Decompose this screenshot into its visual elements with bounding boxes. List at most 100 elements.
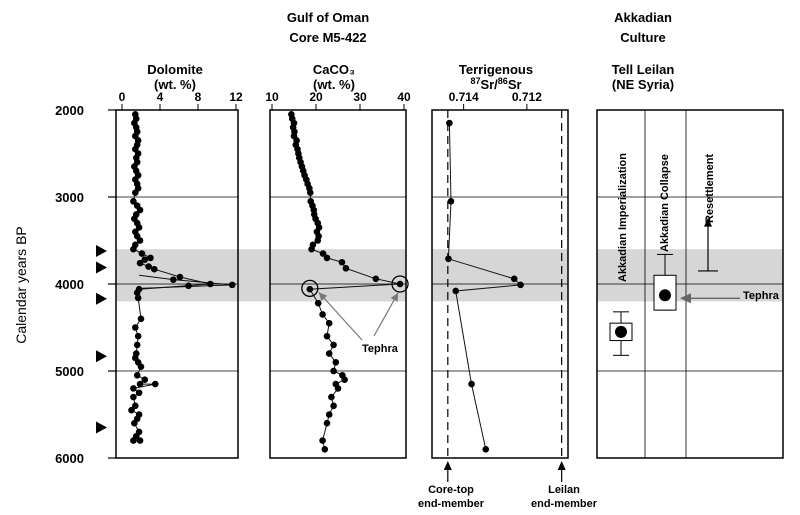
caco3-data-point (323, 254, 331, 262)
caco3-data-point (328, 393, 335, 401)
dolomite-data-point (135, 389, 143, 397)
dolomite-data-point (132, 324, 139, 331)
strontium-series-line (447, 122, 522, 450)
culture-site-subtitle: (NE Syria) (612, 77, 674, 92)
shaded-band-gap (238, 249, 270, 302)
event-center-dot (659, 289, 671, 302)
caco3-data-point (323, 332, 331, 340)
dolomite-data-point (136, 437, 144, 444)
caco3-data-point (330, 402, 337, 410)
caco3-x-tick-label: 20 (309, 90, 323, 104)
caco3-x-tick-label: 30 (353, 90, 367, 104)
dolomite-x-tick-label: 8 (195, 90, 202, 104)
caco3-panel-frame (269, 109, 407, 459)
caco3-data-point (314, 299, 322, 307)
leilan-label-2: end-member (531, 498, 598, 510)
caco3-data-point (321, 446, 329, 453)
dolomite-data-point (130, 393, 137, 401)
caco3-data-point (319, 311, 326, 318)
dolomite-data-point (170, 276, 177, 283)
strontium-data-point (446, 119, 453, 127)
culture-title-line2: Culture (620, 30, 666, 45)
tephra-circle (301, 279, 319, 298)
strontium-x-tick-label: 0.714 (449, 90, 479, 104)
dolomite-data-point (151, 265, 158, 273)
caco3-data-point (306, 189, 314, 196)
tephra-arrow-head (390, 293, 399, 302)
caco3-data-point (341, 376, 348, 384)
strontium-ratio-label: 87Sr/86Sr (470, 76, 521, 92)
y-tick-label: 6000 (55, 451, 84, 466)
caco3-data-point (319, 250, 327, 257)
dolomite-title: Dolomite (147, 62, 203, 77)
strontium-data-point (447, 198, 455, 205)
dolomite-data-point (141, 256, 149, 263)
y-tick-label: 4000 (55, 277, 84, 292)
core-top-label-2: end-member (418, 498, 485, 510)
dolomite-data-point (136, 237, 144, 244)
dolomite-data-point (130, 245, 137, 253)
site-title-line2: Core M5-422 (289, 30, 366, 45)
strontium-panel-frame (431, 109, 569, 459)
core-top-label-1: Core-top (428, 484, 474, 496)
site-title-line1: Gulf of Oman (287, 10, 369, 25)
dolomite-data-point (185, 282, 192, 290)
caco3-data-point (319, 437, 326, 444)
dolomite-data-point (133, 289, 141, 297)
dolomite-data-point (134, 294, 142, 302)
dolomite-data-point (137, 315, 145, 323)
strontium-title: Terrigenous (459, 62, 533, 77)
dolomite-data-point (207, 280, 214, 288)
dolomite-data-point (136, 206, 144, 214)
strontium-data-point (452, 287, 460, 295)
dolomite-data-point (135, 224, 143, 231)
event-resettlement-label: Resettlement (704, 154, 716, 223)
dolomite-data-point (130, 198, 137, 205)
event-imperialization-label: Akkadian Imperialization (617, 153, 629, 282)
triangle-marker (96, 244, 107, 257)
shaded-band-3 (597, 249, 783, 302)
strontium-data-point (510, 275, 518, 283)
strontium-data-point (468, 380, 475, 388)
caco3-data-point (330, 367, 337, 375)
dolomite-data-point (176, 273, 184, 281)
dolomite-data-point (136, 380, 144, 388)
caco3-x-tick-label: 10 (265, 90, 279, 104)
dolomite-data-point (130, 385, 137, 392)
dolomite-data-point (147, 254, 154, 262)
culture-panel (609, 217, 740, 356)
caco3-data-point (325, 319, 333, 327)
culture-tephra-arrow-head (680, 293, 691, 304)
caco3-data-point (396, 280, 404, 288)
strontium-data-point (517, 281, 524, 289)
y-axis-label: Calendar years BP (13, 226, 29, 344)
dolomite-units: (wt. %) (154, 77, 196, 92)
dolomite-data-point (137, 363, 145, 370)
dolomite-data-point (132, 189, 139, 196)
tephra-arrow (318, 291, 363, 341)
caco3-title: CaCO₃ (313, 62, 355, 77)
tephra-arrow-head (318, 292, 328, 301)
caco3-data-point (325, 350, 333, 357)
culture-tephra-label: Tephra (743, 290, 780, 302)
y-tick-label: 3000 (55, 190, 84, 205)
dolomite-data-point (151, 380, 159, 388)
dolomite-panel: 0 4 8 12 (119, 90, 243, 444)
dolomite-data-point (128, 406, 135, 414)
dolomite-x-tick-label: 4 (157, 90, 164, 104)
dolomite-panel-frame (115, 109, 239, 459)
caco3-data-point (332, 359, 340, 366)
dolomite-x-tick-label: 12 (229, 90, 243, 104)
dolomite-data-point (132, 402, 139, 410)
culture-panel-frame (596, 109, 784, 459)
caco3-data-point (338, 258, 346, 266)
dolomite-data-point (228, 281, 236, 289)
caco3-data-point (372, 275, 380, 283)
caco3-data-point (314, 237, 322, 244)
y-tick-label: 2000 (55, 103, 84, 118)
dolomite-data-point (145, 263, 152, 270)
triangle-marker (96, 261, 107, 274)
triangle-marker (96, 350, 107, 363)
triangle-marker (96, 421, 107, 434)
